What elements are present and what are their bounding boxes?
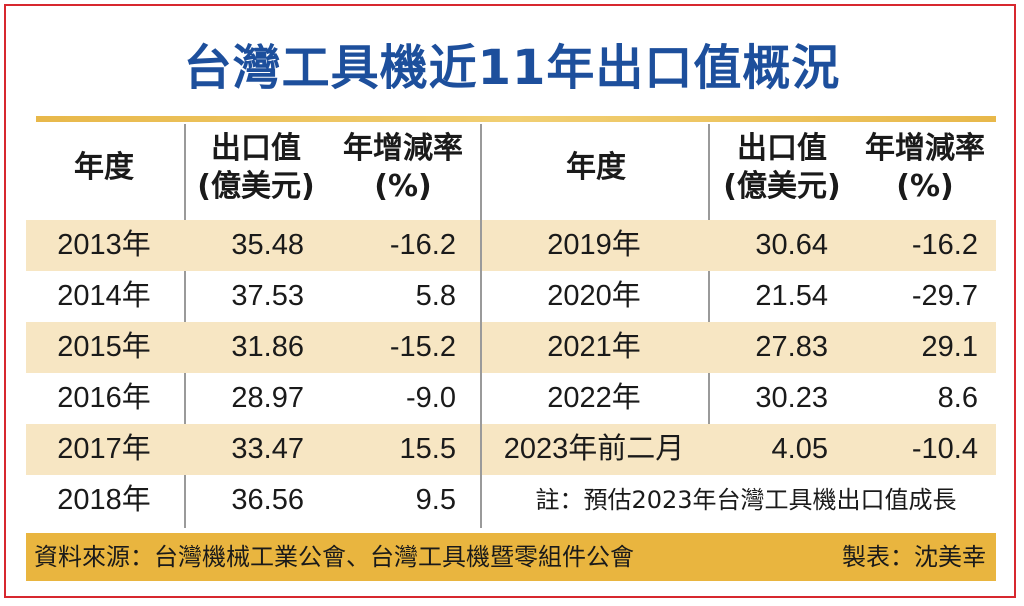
value-cell: 30.64: [755, 229, 828, 261]
table-header: 年度 出口值 (億美元) 年增減率 (%) 年度 出口值 (億美元) 年增減率 (%): [26, 118, 996, 218]
year-cell: 2017年: [57, 433, 151, 465]
page-title: 台灣工具機近11年出口值概況: [183, 40, 841, 96]
title-divider: [36, 116, 996, 122]
rate-cell: -16.2: [389, 229, 456, 261]
table-row: 2018年 36.56 9.5 註：預估2023年台灣工具機出口值成長: [26, 475, 996, 526]
year-cell: 2019年: [547, 229, 641, 261]
source-text: 資料來源：台灣機械工業公會、台灣工具機暨零組件公會: [34, 543, 634, 571]
year-cell: 2022年: [547, 382, 641, 414]
rate-cell: -15.2: [389, 331, 456, 363]
value-cell: 27.83: [755, 331, 828, 363]
header-rate: 年增減率 (%): [343, 131, 463, 204]
header-value-2: 出口值 (億美元): [723, 131, 841, 204]
year-cell: 2014年: [57, 280, 151, 312]
header-year: 年度: [74, 150, 134, 185]
rate-cell: 29.1: [921, 331, 978, 363]
column-divider: [480, 124, 482, 528]
value-cell: 33.47: [231, 433, 304, 465]
year-cell: 2018年: [57, 484, 151, 516]
year-cell: 2021年: [547, 331, 641, 363]
year-cell: 2020年: [547, 280, 641, 312]
rate-cell: -16.2: [911, 229, 978, 261]
value-cell: 4.05: [771, 433, 828, 465]
rate-cell: 9.5: [415, 484, 456, 516]
table-row: 2016年 28.97 -9.0 2022年 30.23 8.6: [26, 373, 996, 424]
export-table: 年度 出口值 (億美元) 年增減率 (%) 年度 出口值 (億美元) 年增減率 (%) …: [26, 118, 996, 530]
value-cell: 30.23: [755, 382, 828, 414]
value-cell: 35.48: [231, 229, 304, 261]
year-cell: 2013年: [57, 229, 151, 261]
value-cell: 28.97: [231, 382, 304, 414]
year-cell: 2015年: [57, 331, 151, 363]
value-cell: 21.54: [755, 280, 828, 312]
header-rate-2: 年增減率 (%): [865, 131, 985, 204]
value-cell: 36.56: [231, 484, 304, 516]
infographic-frame: 台灣工具機近11年出口值概況: [4, 4, 1016, 598]
footer-bar: 資料來源：台灣機械工業公會、台灣工具機暨零組件公會 製表：沈美幸: [26, 533, 996, 581]
year-cell: 2023年前二月: [503, 433, 685, 465]
value-cell: 37.53: [231, 280, 304, 312]
table-row: 2015年 31.86 -15.2 2021年 27.83 29.1: [26, 322, 996, 373]
header-year-2: 年度: [566, 150, 626, 185]
table-row: 2013年 35.48 -16.2 2019年 30.64 -16.2: [26, 220, 996, 271]
rate-cell: -9.0: [406, 382, 456, 414]
table-row: 2014年 37.53 5.8 2020年 21.54 -29.7: [26, 271, 996, 322]
rate-cell: 5.8: [415, 280, 456, 312]
value-cell: 31.86: [231, 331, 304, 363]
table-note: 註：預估2023年台灣工具機出口值成長: [535, 486, 957, 514]
column-divider: [708, 124, 710, 474]
rate-cell: 15.5: [399, 433, 456, 465]
year-cell: 2016年: [57, 382, 151, 414]
header-value: 出口值 (億美元): [197, 131, 315, 204]
table-row: 2017年 33.47 15.5 2023年前二月 4.05 -10.4: [26, 424, 996, 475]
rate-cell: 8.6: [937, 382, 978, 414]
credit-text: 製表：沈美幸: [842, 543, 986, 571]
rate-cell: -29.7: [911, 280, 978, 312]
rate-cell: -10.4: [911, 433, 978, 465]
